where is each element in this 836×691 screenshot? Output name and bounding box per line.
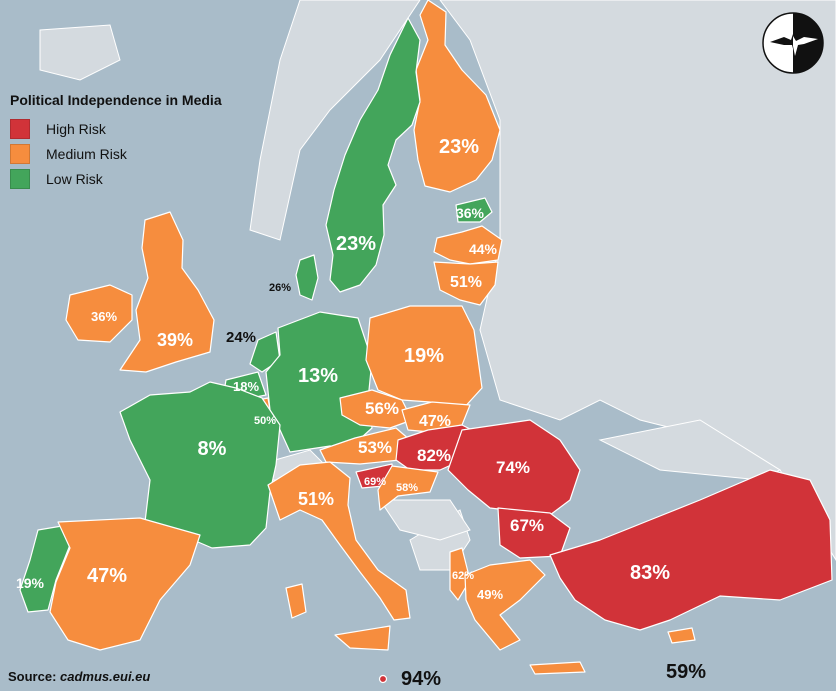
source-prefix: Source: [8,669,57,684]
country-greece [464,559,546,651]
value-labels: 23% 23% 36% 44% 51% 26% 36% 39% 24% 18% … [16,136,706,690]
country-croatia [377,465,439,511]
label-austria: 53% [358,438,392,457]
label-netherlands: 24% [226,329,256,346]
legend-swatch-low [10,168,30,189]
label-italy: 51% [298,489,334,509]
label-luxembourg: 50% [254,415,276,427]
legend: Political Independence in Media High Ris… [10,92,222,191]
label-czechia: 56% [365,399,399,418]
label-albania: 62% [452,570,474,582]
legend-label-low: Low Risk [46,170,103,187]
legend-label-high: High Risk [46,120,106,137]
legend-item-low: Low Risk [10,166,222,191]
country-sicily [334,625,391,651]
label-cyprus: 59% [666,661,706,683]
label-romania: 74% [496,458,530,477]
legend-swatch-medium [10,143,30,164]
legend-item-medium: Medium Risk [10,141,222,166]
label-hungary: 82% [417,446,451,465]
country-latvia [433,225,503,265]
label-portugal: 19% [16,575,45,591]
label-greece: 49% [477,587,503,602]
country-italy [267,461,411,621]
source-note: Source: cadmus.eui.eu [8,669,150,684]
country-lithuania [433,261,499,306]
label-turkey: 83% [630,562,670,584]
label-slovenia: 69% [364,476,386,488]
label-ireland: 36% [91,309,117,324]
source-site: cadmus.eui.eu [60,669,151,684]
country-finland [413,0,501,193]
label-uk: 39% [157,330,193,350]
country-uk [119,211,215,373]
legend-title: Political Independence in Media [10,92,222,108]
label-estonia: 36% [456,205,485,221]
country-ireland [65,284,133,343]
country-crete [529,661,586,675]
country-sweden [325,17,421,293]
country-czechia [339,389,413,429]
label-bulgaria: 67% [510,516,544,535]
country-malta [378,674,388,684]
legend-label-medium: Medium Risk [46,145,127,162]
label-malta: 94% [401,668,441,690]
label-latvia: 44% [469,241,498,257]
label-denmark: 26% [269,282,291,294]
legend-swatch-high [10,118,30,139]
bird-silhouette-icon [762,12,824,74]
label-poland: 19% [404,345,444,367]
label-france: 8% [198,438,227,460]
country-estonia [455,197,493,223]
label-belgium: 18% [233,379,259,394]
country-sardinia [285,583,307,619]
country-turkey [549,469,833,631]
label-finland: 23% [439,136,479,158]
country-cyprus [667,627,696,644]
label-germany: 13% [298,365,338,387]
country-france [119,381,281,549]
label-slovakia: 47% [419,413,451,430]
countries [19,0,833,684]
country-spain [49,517,201,651]
country-romania [447,419,581,516]
label-spain: 47% [87,565,127,587]
label-croatia: 58% [396,482,418,494]
legend-item-high: High Risk [10,116,222,141]
label-sweden: 23% [336,233,376,255]
country-denmark [295,254,319,301]
label-lithuania: 51% [450,274,482,291]
